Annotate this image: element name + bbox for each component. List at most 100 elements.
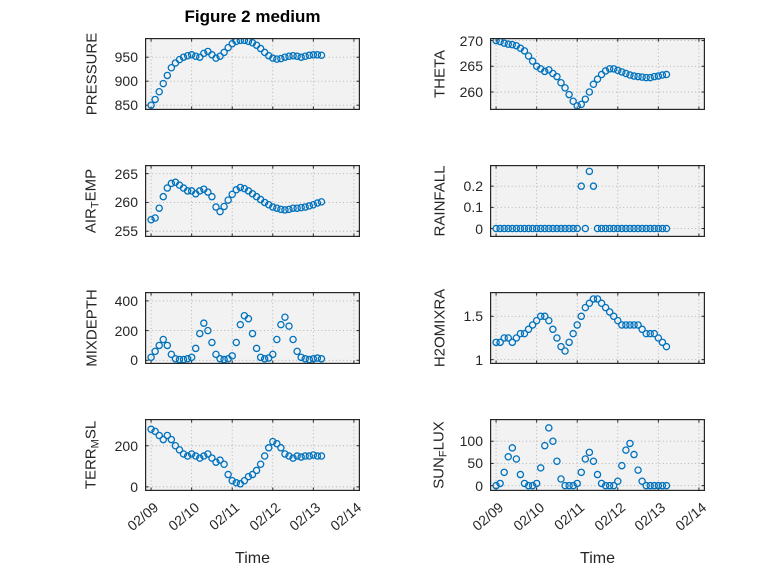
axes-background	[145, 38, 360, 110]
data-point-marker	[220, 460, 228, 469]
data-point-marker	[289, 335, 297, 344]
data-point-marker	[520, 224, 529, 233]
data-point-marker	[183, 187, 192, 195]
data-point-marker	[151, 347, 159, 356]
y-axis-label: TERRMSL	[83, 421, 102, 489]
data-point-marker	[536, 464, 545, 472]
data-point-marker	[220, 202, 228, 211]
y-axis-label-text: THETA	[431, 49, 449, 99]
data-point-marker	[240, 38, 249, 45]
data-point-marker	[256, 460, 265, 469]
data-point-marker	[630, 224, 638, 233]
data-point-marker	[200, 49, 208, 58]
data-point-marker	[585, 299, 594, 308]
data-point-marker	[224, 470, 232, 479]
data-point-marker	[577, 312, 586, 321]
y-axis-label-text: SUN	[430, 457, 448, 489]
data-point-marker	[561, 481, 569, 490]
data-point-marker	[532, 224, 541, 233]
plot-mixdepth	[145, 292, 360, 364]
data-point-marker	[204, 450, 212, 458]
x-tick-label: 02/13	[286, 499, 324, 534]
data-point-marker	[212, 203, 220, 211]
subplot-sun-flux	[490, 419, 705, 491]
data-point-marker	[228, 352, 236, 360]
subplot-pressure	[145, 38, 360, 110]
data-point-marker	[520, 47, 529, 55]
data-point-marker	[614, 316, 622, 325]
data-point-marker	[297, 53, 305, 61]
data-point-marker	[171, 441, 180, 450]
data-point-marker	[273, 335, 281, 344]
data-point-marker	[163, 341, 172, 350]
y-tick-label: 400	[114, 292, 138, 309]
axes-background	[490, 292, 705, 364]
data-point-marker	[277, 320, 285, 329]
data-point-marker	[593, 75, 602, 83]
data-point-marker	[618, 68, 626, 76]
axes-border	[490, 165, 705, 237]
data-point-marker	[508, 224, 517, 233]
data-point-marker	[191, 52, 200, 60]
data-point-marker	[269, 203, 277, 211]
data-point-marker	[605, 481, 614, 490]
data-point-marker	[216, 355, 224, 363]
data-point-marker	[289, 52, 297, 60]
data-point-marker	[500, 468, 508, 477]
y-axis-label-subscript: M	[89, 439, 102, 449]
data-point-marker	[216, 456, 224, 464]
data-point-marker	[301, 452, 309, 460]
subplot-h2omixra	[490, 292, 705, 364]
x-axis-label-left: Time	[235, 550, 270, 567]
y-axis-label-subscript: T	[89, 201, 102, 209]
data-point-marker	[277, 444, 285, 452]
data-point-marker	[593, 224, 602, 233]
y-axis-label-text: MIXDEPTH	[83, 289, 101, 367]
data-point-marker	[573, 321, 581, 329]
data-point-marker	[200, 452, 208, 460]
data-point-marker	[187, 353, 196, 362]
y-axis-label-text: SL	[82, 420, 100, 440]
subplot-mixdepth	[145, 292, 360, 364]
data-point-marker	[313, 199, 322, 207]
data-point-marker	[541, 224, 549, 233]
data-point-marker	[301, 355, 309, 363]
data-point-marker	[609, 65, 618, 73]
axes-border	[145, 419, 360, 491]
y-tick-label: 850	[114, 97, 138, 114]
y-axis-label: RAINFALL	[432, 166, 449, 237]
data-point-marker	[589, 80, 598, 89]
data-point-marker	[159, 192, 168, 201]
y-tick-label: 200	[114, 437, 138, 454]
data-point-marker	[309, 451, 318, 459]
plot-sun-flux	[490, 419, 705, 491]
data-point-marker	[492, 338, 500, 347]
x-tick-label: 02/12	[590, 499, 629, 534]
y-axis-label: MIXDEPTH	[84, 289, 101, 367]
data-point-marker	[273, 204, 281, 212]
data-point-marker	[313, 354, 322, 362]
data-point-marker	[204, 188, 212, 196]
data-point-marker	[163, 71, 172, 80]
data-point-marker	[658, 224, 667, 233]
data-point-marker	[200, 319, 208, 327]
data-point-marker	[187, 51, 196, 59]
data-point-marker	[183, 52, 192, 60]
data-point-marker	[532, 316, 541, 325]
data-point-marker	[163, 431, 172, 440]
data-point-marker	[581, 95, 590, 103]
data-point-marker	[500, 39, 508, 47]
data-point-marker	[565, 338, 573, 347]
data-point-marker	[224, 196, 232, 204]
data-point-marker	[561, 347, 569, 355]
data-point-marker	[609, 312, 618, 321]
data-point-marker	[618, 224, 626, 233]
data-point-marker	[208, 454, 216, 462]
data-point-marker	[646, 329, 654, 338]
data-point-marker	[532, 479, 541, 488]
data-point-marker	[508, 338, 517, 347]
data-point-marker	[183, 452, 192, 460]
data-point-marker	[236, 38, 245, 45]
y-tick-label: 0.2	[463, 178, 483, 195]
